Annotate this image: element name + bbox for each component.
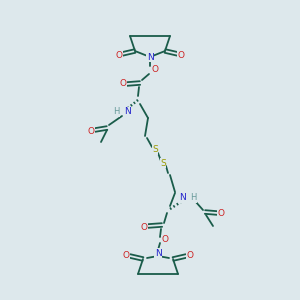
Text: O: O [122,250,130,260]
Text: S: S [160,158,166,167]
Text: O: O [152,65,158,74]
Text: O: O [119,80,127,88]
Text: O: O [178,52,184,61]
Text: N: N [124,107,131,116]
Text: O: O [140,223,148,232]
Text: O: O [218,209,224,218]
Text: N: N [154,248,161,257]
Text: H: H [114,107,120,116]
Text: S: S [152,146,158,154]
Text: O: O [187,250,194,260]
Text: N: N [147,52,153,62]
Text: O: O [88,127,94,136]
Text: O: O [116,52,122,61]
Text: H: H [190,194,196,202]
Text: O: O [161,236,169,244]
Text: N: N [179,194,186,202]
